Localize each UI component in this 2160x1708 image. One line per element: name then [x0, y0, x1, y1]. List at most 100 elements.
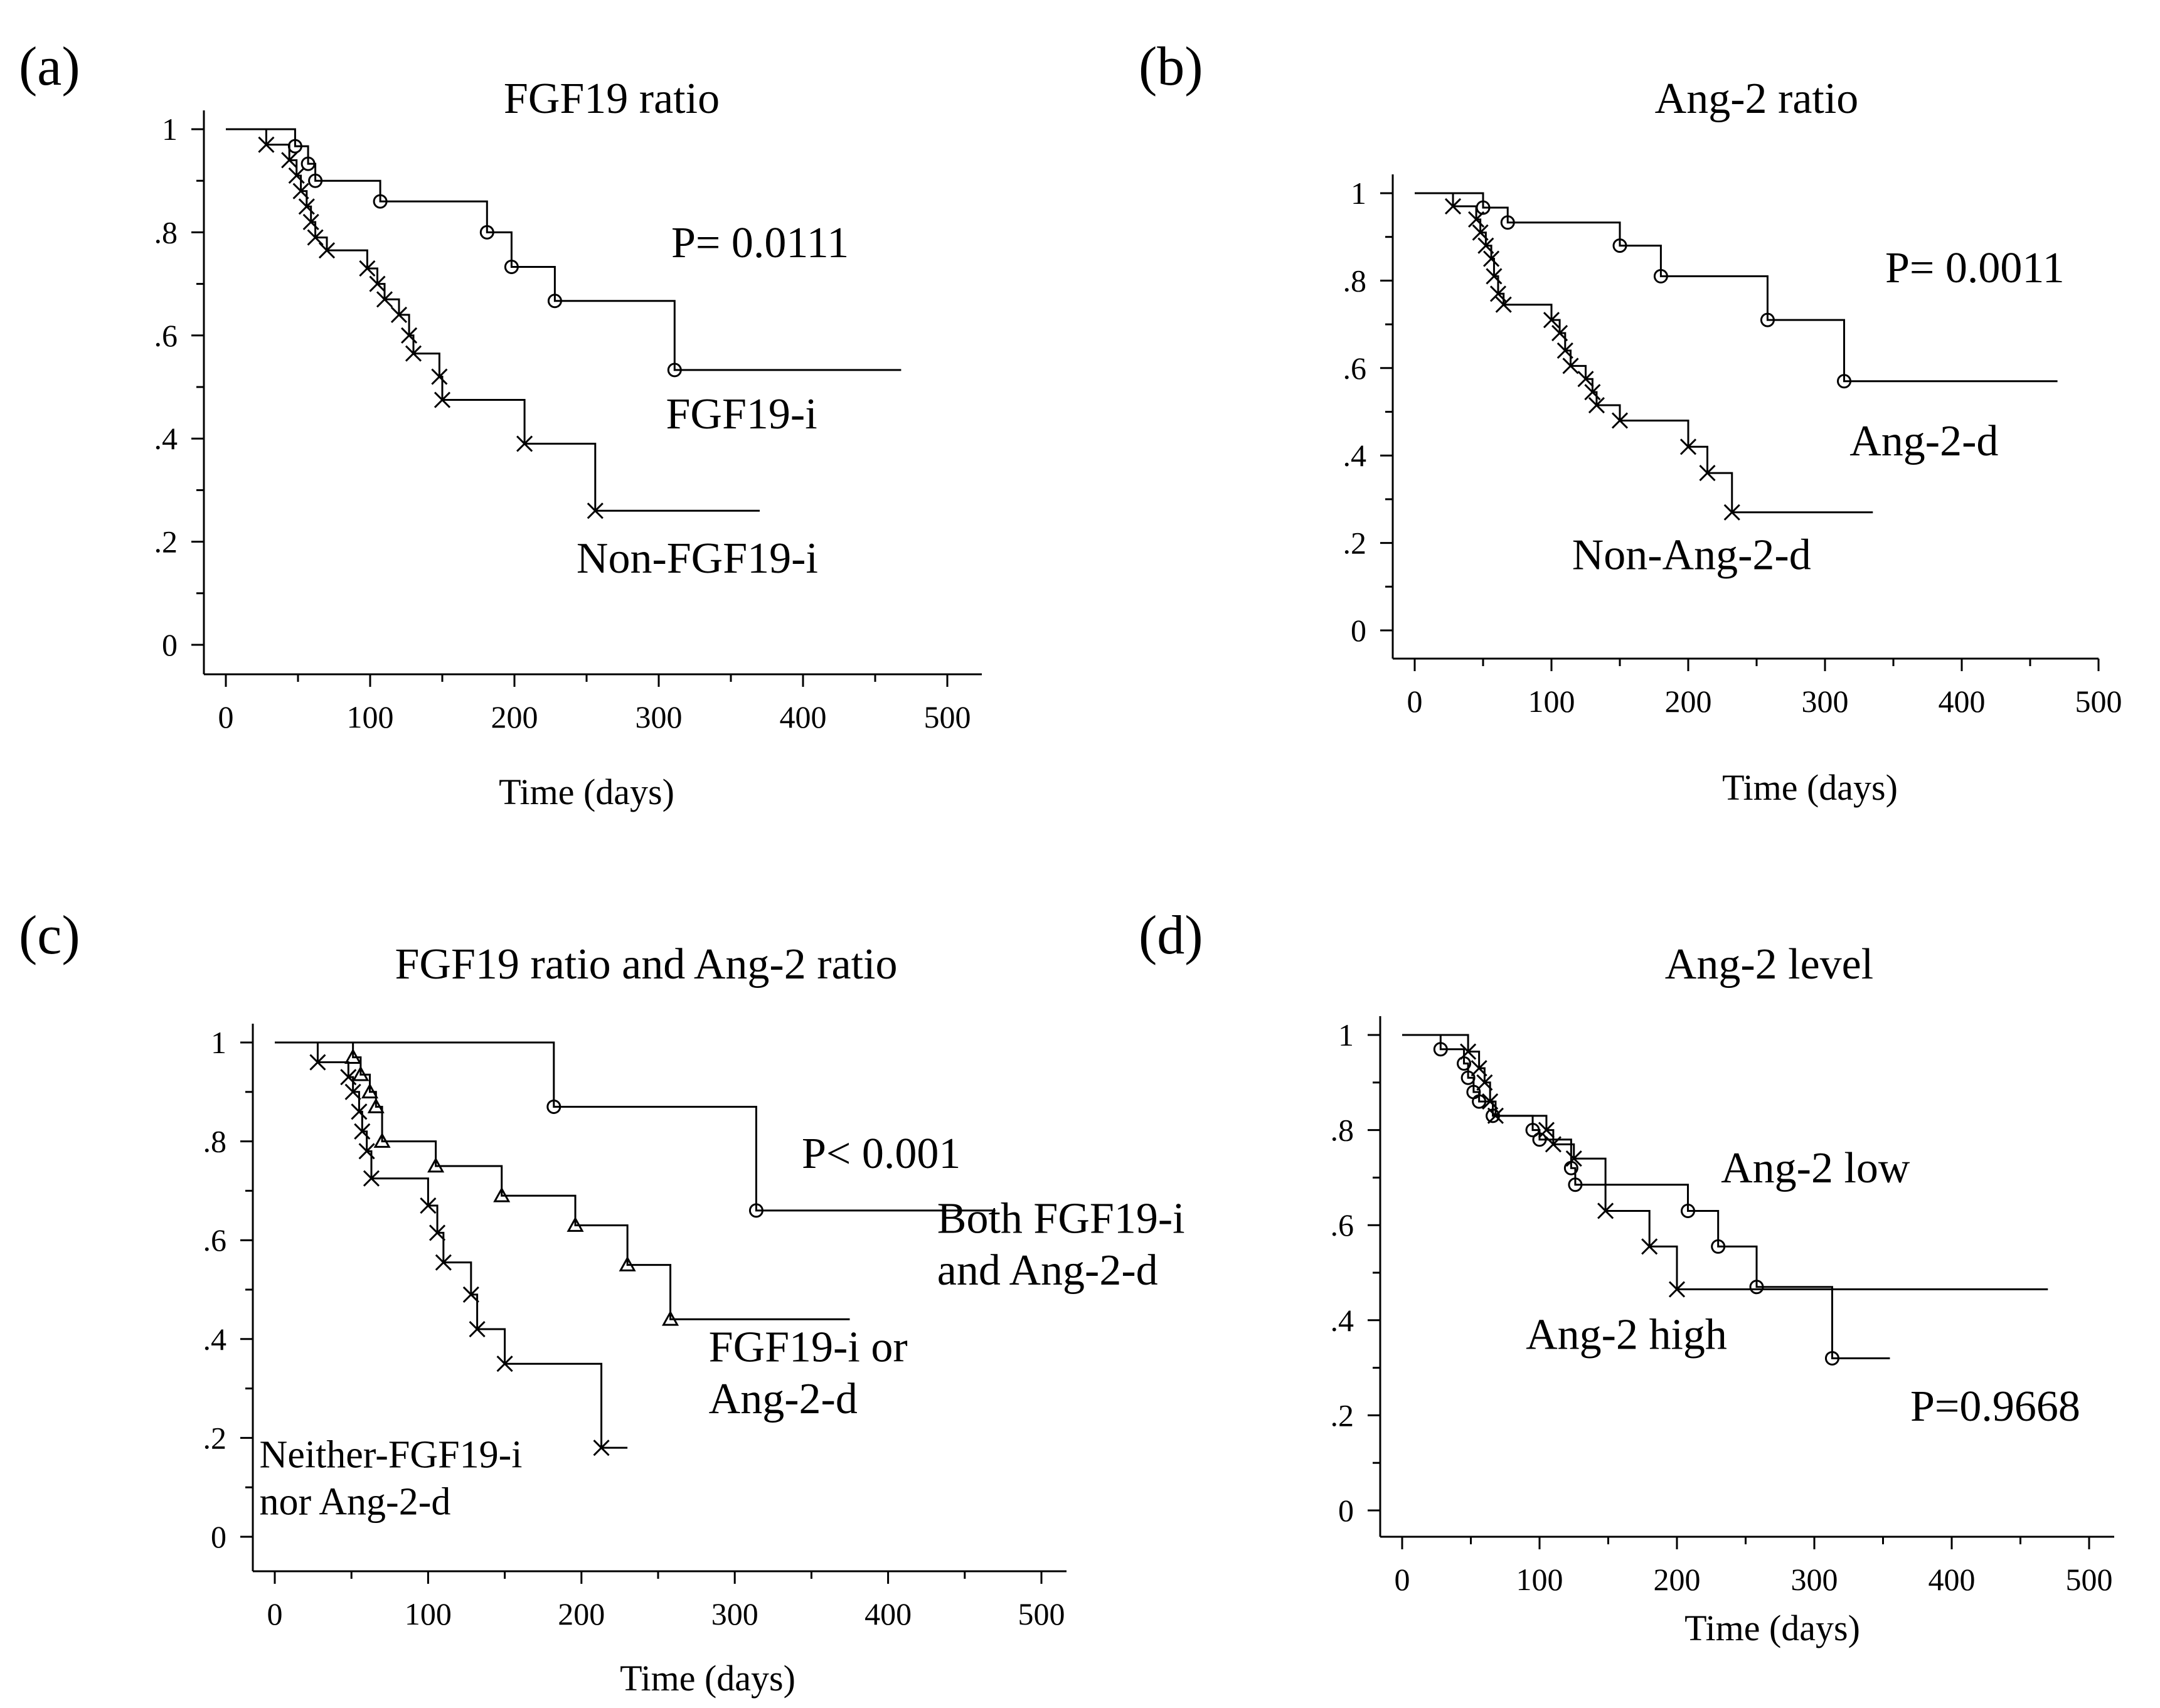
censor-mark-x — [1538, 1122, 1555, 1138]
censor-mark-x — [1565, 1150, 1582, 1167]
curve-label: FGF19-i — [666, 390, 817, 438]
x-tick-label: 400 — [865, 1596, 912, 1631]
censor-mark-x — [1562, 358, 1579, 374]
p-value: P=0.9668 — [1910, 1382, 2080, 1431]
censor-mark-circle — [1612, 238, 1627, 253]
censor-mark-x — [1577, 371, 1594, 388]
censor-mark-x — [1699, 465, 1716, 482]
panel-title: FGF19 ratio and Ang-2 ratio — [395, 940, 897, 989]
censor-mark-circle — [1711, 1239, 1726, 1254]
censor-mark-x — [1472, 224, 1489, 241]
censor-mark-x — [292, 183, 309, 199]
censor-mark-circle — [308, 173, 323, 188]
y-tick-label: .6 — [154, 318, 178, 353]
censor-mark-x — [434, 391, 451, 408]
series-neither-fgf19-i-nor-ang-2-d — [275, 1041, 628, 1456]
censor-mark-x — [281, 152, 298, 169]
x-tick-label: 100 — [1516, 1562, 1563, 1597]
x-tick-label: 300 — [711, 1596, 758, 1631]
censor-mark-x — [1489, 285, 1507, 302]
censor-mark-x — [358, 1143, 375, 1160]
censor-mark-x — [307, 229, 324, 246]
curve-label: Ang-2 high — [1526, 1310, 1727, 1359]
censor-mark-triangle — [361, 1083, 379, 1099]
y-tick-label: 0 — [162, 627, 178, 662]
y-tick-label: .8 — [203, 1124, 227, 1159]
y-tick-label: 1 — [1351, 176, 1366, 211]
censor-mark-circle — [667, 363, 682, 378]
censor-mark-x — [1588, 396, 1605, 414]
censor-mark-x — [390, 306, 408, 323]
x-tick-label: 400 — [780, 699, 827, 735]
censor-mark-circle — [1653, 268, 1668, 284]
curve-label: Non-Ang-2-d — [1572, 531, 1811, 579]
series-ang-2-d — [1415, 192, 2058, 389]
censor-mark-x — [258, 136, 275, 153]
panel-b: (b) Ang-2 ratio 0 .2 .4 .6 .8 1 0 100 200 300 400 500… — [1139, 36, 2122, 808]
censor-mark-triangle — [567, 1216, 584, 1232]
censor-mark-circle — [748, 1203, 763, 1218]
censor-mark-circle — [1532, 1132, 1547, 1147]
panel-label: (d) — [1139, 905, 1203, 966]
censor-mark-circle — [301, 156, 316, 171]
censor-mark-x — [359, 260, 376, 277]
censor-mark-circle — [1568, 1177, 1583, 1192]
censor-mark-x — [298, 198, 315, 215]
x-tick-label: 100 — [1528, 684, 1575, 719]
censor-mark-x — [593, 1440, 610, 1456]
censor-mark-x — [401, 327, 418, 344]
censor-mark-x — [1551, 324, 1568, 342]
censor-mark-x — [302, 213, 319, 231]
censor-mark-circle — [504, 259, 519, 274]
censor-mark-circle — [1681, 1203, 1696, 1218]
x-tick-label: 0 — [1407, 684, 1423, 719]
censor-mark-circle — [547, 294, 562, 309]
x-tick-label: 200 — [1654, 1562, 1701, 1597]
censor-mark-x — [1543, 312, 1560, 329]
censor-mark-circle — [1837, 374, 1852, 389]
censor-mark-triangle — [493, 1187, 511, 1202]
censor-mark-x — [587, 502, 604, 519]
y-tick-label: .8 — [154, 215, 178, 250]
panel-title: FGF19 ratio — [504, 75, 720, 123]
x-axis-title: Time (days) — [1684, 1608, 1860, 1648]
survival-curve — [1415, 192, 1873, 514]
y-tick-label: .6 — [1331, 1207, 1354, 1243]
y-tick-label: .8 — [1331, 1113, 1354, 1148]
x-tick-label: 300 — [1802, 684, 1849, 719]
panel-label: (b) — [1139, 36, 1203, 97]
y-tick-label: .8 — [1343, 263, 1367, 298]
censor-mark-x — [429, 1224, 446, 1241]
y-tick-label: .4 — [203, 1322, 227, 1357]
y-tick-label: .2 — [1343, 526, 1367, 561]
series-both-fgf19-i-and-ang-2-d — [275, 1041, 996, 1218]
survival-curve — [275, 1041, 996, 1212]
curve-label: nor Ang-2-d — [260, 1481, 451, 1524]
censor-mark-circle — [1486, 1108, 1501, 1123]
y-tick-label: .4 — [1343, 438, 1367, 473]
censor-mark-x — [340, 1069, 357, 1086]
censor-mark-triangle — [619, 1256, 636, 1271]
curve-label: Ang-2-d — [709, 1375, 858, 1423]
panel-c: (c) FGF19 ratio and Ang-2 ratio 0 .2 .4 .6 .8 1… — [19, 905, 1185, 1699]
censor-mark-circle — [373, 194, 388, 209]
panel-label: (a) — [19, 36, 80, 97]
y-tick-label: 1 — [162, 112, 178, 147]
censor-mark-x — [1611, 412, 1629, 429]
censor-mark-circle — [1824, 1350, 1839, 1366]
censor-mark-circle — [1433, 1042, 1448, 1057]
survival-curve — [275, 1041, 628, 1449]
censor-mark-x — [363, 1170, 380, 1187]
censor-mark-circle — [1457, 1056, 1472, 1071]
censor-mark-x — [1495, 296, 1512, 313]
curve-label: and Ang-2-d — [937, 1246, 1158, 1295]
x-axis-title: Time (days) — [620, 1658, 795, 1699]
x-axis-title: Time (days) — [499, 772, 674, 812]
censor-mark-x — [1723, 504, 1740, 521]
censor-mark-x — [516, 435, 533, 452]
censor-mark-x — [435, 1254, 452, 1271]
censor-mark-circle — [1563, 1160, 1578, 1175]
censor-mark-x — [376, 291, 393, 308]
censor-mark-triangle — [662, 1310, 679, 1326]
